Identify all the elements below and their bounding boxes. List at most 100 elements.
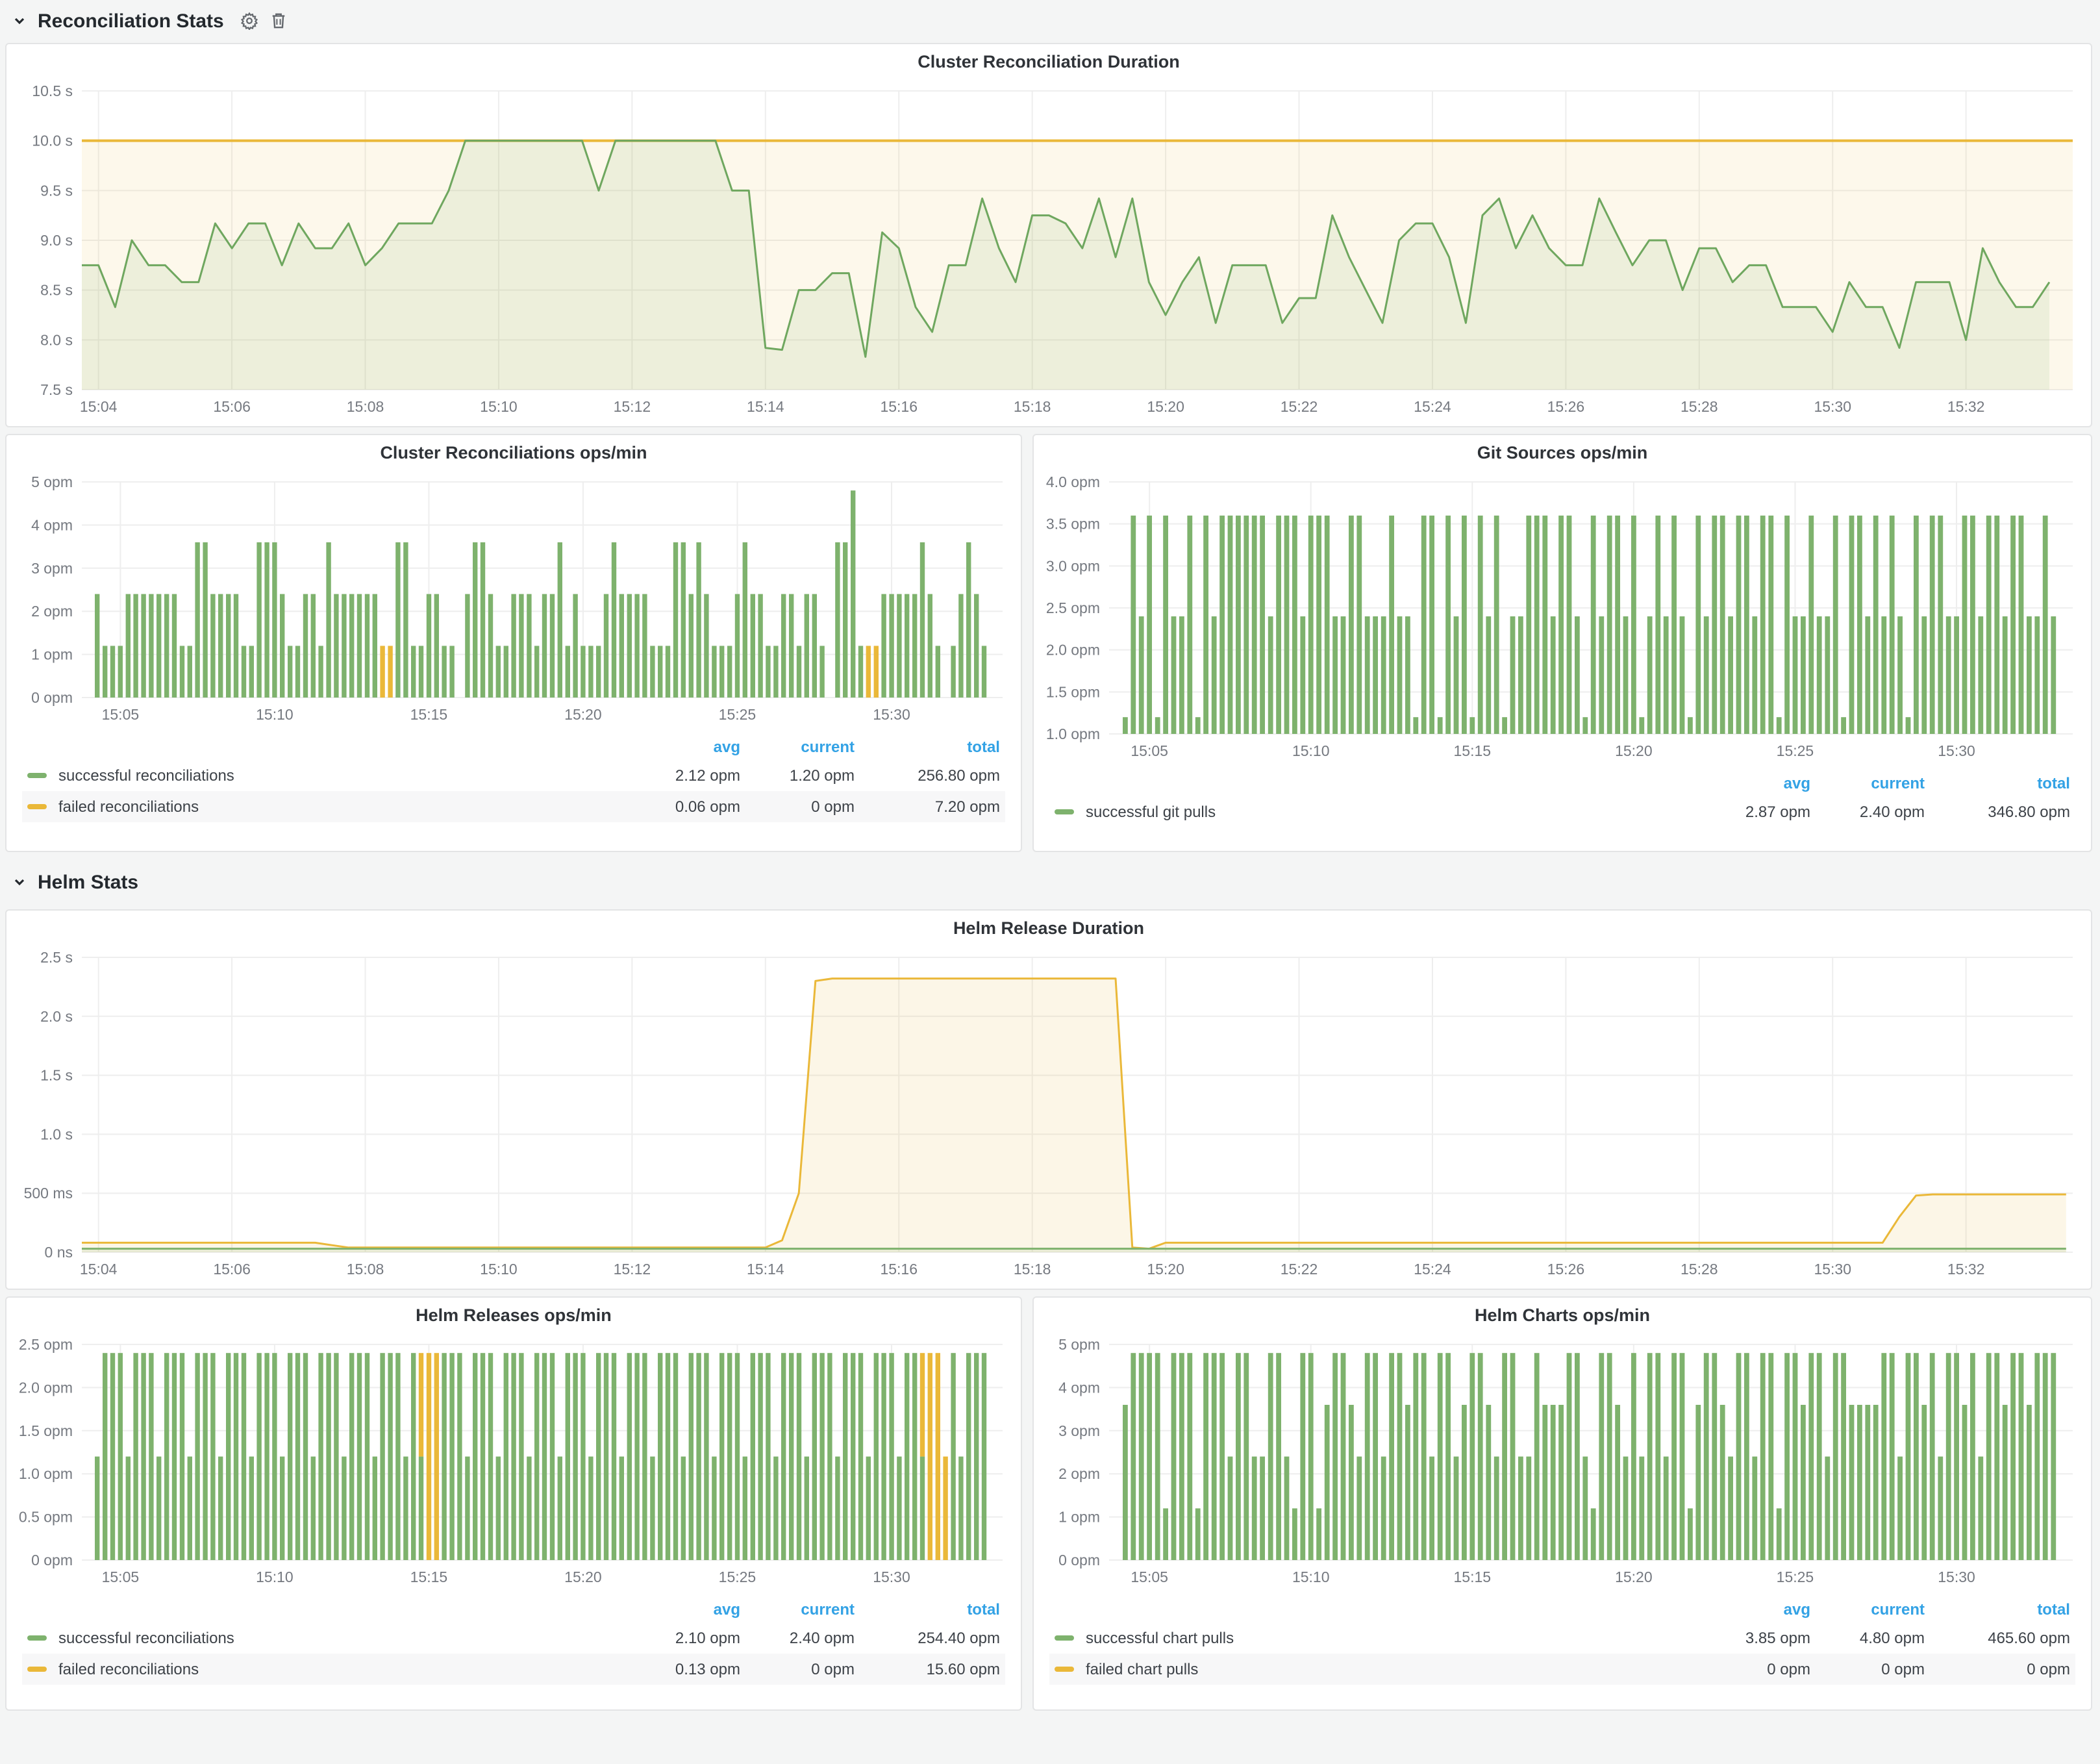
section-header-helm-stats: Helm Stats [13,863,138,901]
line-chart-cluster-reconciliation-duration[interactable]: 7.5 s 8.0 s 8.5 s 9.0 s 9.5 s 10.0 s 10.5 s 15:… [12,78,2086,421]
legend-row: successful chart pulls 3.85 opm 4.80 opm 46… [1049,1622,2075,1654]
section-title[interactable]: Helm Stats [38,871,139,893]
legend-header-row: avg current total [22,734,1005,760]
legend-swatch-icon [27,1667,47,1672]
svg-text:15:20: 15:20 [564,706,602,723]
legend-sort-total[interactable]: total [967,738,1000,756]
legend-label[interactable]: successful reconciliations [58,1629,234,1647]
bar-chart-cluster-reconciliations[interactable]: 0 opm 1 opm 2 opm 3 opm 4 opm 5 opm 15:05 15:10… [12,469,1016,729]
legend-sort-avg[interactable]: avg [713,738,740,756]
legend-sort-current[interactable]: current [1871,1600,1925,1619]
panel-title[interactable]: Helm Releases ops/min [416,1305,612,1325]
svg-text:15:25: 15:25 [719,706,756,723]
legend-sort-current[interactable]: current [801,1600,855,1619]
svg-text:15:10: 15:10 [256,1569,294,1585]
legend-sort-avg[interactable]: avg [1783,774,1810,792]
legend-sort-current[interactable]: current [1871,774,1925,792]
svg-text:15:16: 15:16 [880,1261,918,1278]
svg-text:0 opm: 0 opm [1058,1552,1100,1569]
line-chart-helm-release-duration[interactable]: 0 ns 500 ms 1.0 s 1.5 s 2.0 s 2.5 s 15:04 15:06… [12,944,2086,1283]
panel-title[interactable]: Helm Release Duration [953,918,1145,938]
legend-header-row: avg current total [1049,770,2075,796]
legend-value: 0.06 opm [675,798,740,816]
bar-chart-helm-releases[interactable]: 0 opm 0.5 opm 1.0 opm 1.5 opm 2.0 opm 2.5 opm… [12,1331,1016,1591]
panel-helm-charts-opm: Helm Charts ops/min 0 opm 1 opm 2 opm 3 opm… [1032,1296,2092,1711]
svg-text:15:26: 15:26 [1547,1261,1585,1278]
trash-icon[interactable] [271,12,288,30]
svg-text:8.0 s: 8.0 s [40,331,73,348]
legend-sort-avg[interactable]: avg [1783,1600,1810,1619]
panel-cluster-reconciliations-opm: Cluster Reconciliations ops/min 0 opm 1 o… [5,434,1022,852]
svg-text:15:32: 15:32 [1947,1261,1985,1278]
legend-value: 2.40 opm [1859,803,1925,821]
svg-text:15:10: 15:10 [1292,1569,1330,1585]
chevron-down-icon[interactable] [13,876,26,888]
legend-label[interactable]: failed reconciliations [58,1660,199,1678]
panel-title[interactable]: Cluster Reconciliation Duration [918,52,1180,71]
svg-text:4 opm: 4 opm [31,516,73,533]
svg-text:15:04: 15:04 [80,398,118,415]
svg-text:15:20: 15:20 [1147,1261,1184,1278]
svg-text:7.5 s: 7.5 s [40,381,73,398]
svg-text:4 opm: 4 opm [1058,1379,1100,1396]
svg-text:15:25: 15:25 [719,1569,756,1585]
legend-sort-total[interactable]: total [2037,1600,2070,1619]
panel-title[interactable]: Helm Charts ops/min [1474,1305,1651,1325]
svg-text:15:28: 15:28 [1681,398,1718,415]
legend-label[interactable]: successful reconciliations [58,766,234,785]
svg-text:3.0 opm: 3.0 opm [1046,557,1100,574]
svg-text:0 opm: 0 opm [31,689,73,706]
svg-text:15:30: 15:30 [1814,1261,1851,1278]
legend-sort-avg[interactable]: avg [713,1600,740,1619]
legend-row: successful reconciliations 2.10 opm 2.40 o… [22,1622,1005,1654]
svg-text:15:10: 15:10 [480,1261,518,1278]
svg-text:15:15: 15:15 [1454,742,1492,759]
svg-text:15:30: 15:30 [1814,398,1851,415]
svg-text:15:15: 15:15 [410,1569,448,1585]
legend-label[interactable]: failed reconciliations [58,798,199,816]
legend-value: 346.80 opm [1988,803,2070,821]
legend-swatch-icon [1055,1667,1074,1672]
svg-text:15:08: 15:08 [347,398,384,415]
svg-text:15:10: 15:10 [256,706,294,723]
legend-label[interactable]: failed chart pulls [1086,1660,1199,1678]
legend-sort-total[interactable]: total [967,1600,1000,1619]
legend-value: 7.20 opm [934,798,1000,816]
gear-icon[interactable] [241,12,259,30]
panel-title[interactable]: Cluster Reconciliations ops/min [380,443,647,462]
svg-text:1.0 opm: 1.0 opm [1046,725,1100,742]
svg-text:15:06: 15:06 [213,1261,251,1278]
section-title[interactable]: Reconciliation Stats [38,10,224,32]
legend-swatch-icon [1055,1635,1074,1641]
bar-chart-helm-charts[interactable]: 0 opm 1 opm 2 opm 3 opm 4 opm 5 opm 15:05 15:10… [1039,1331,2086,1591]
panel-title[interactable]: Git Sources ops/min [1477,443,1648,462]
svg-text:500 ms: 500 ms [24,1185,73,1202]
svg-text:0.5 opm: 0.5 opm [19,1509,73,1526]
svg-text:15:14: 15:14 [747,398,784,415]
svg-text:15:05: 15:05 [102,706,140,723]
bar-chart-git-sources[interactable]: 1.0 opm 1.5 opm 2.0 opm 2.5 opm 3.0 opm 3.5 o… [1039,469,2086,765]
legend-value: 0.13 opm [675,1660,740,1678]
legend-sort-total[interactable]: total [2037,774,2070,792]
legend-swatch-icon [27,1635,47,1641]
legend-sort-current[interactable]: current [801,738,855,756]
svg-text:15:25: 15:25 [1777,742,1814,759]
chevron-down-icon[interactable] [13,14,26,27]
legend-value: 4.80 opm [1859,1629,1925,1647]
svg-text:15:24: 15:24 [1414,398,1451,415]
legend-git-sources: avg current total successful git pulls 2.87 … [1049,770,2075,827]
svg-text:1.5 s: 1.5 s [40,1067,73,1084]
legend-label[interactable]: successful chart pulls [1086,1629,1234,1647]
svg-text:4.0 opm: 4.0 opm [1046,473,1100,490]
legend-value: 3.85 opm [1745,1629,1810,1647]
legend-value: 0 opm [811,1660,855,1678]
svg-text:5 opm: 5 opm [31,473,73,490]
legend-header-row: avg current total [22,1596,1005,1622]
panel-git-sources-opm: Git Sources ops/min 1.0 opm 1.5 opm 2.0 op… [1032,434,2092,852]
legend-row: failed reconciliations 0.06 opm 0 opm 7.20 … [22,791,1005,822]
legend-value: 0 opm [2027,1660,2070,1678]
legend-value: 2.10 opm [675,1629,740,1647]
legend-label[interactable]: successful git pulls [1086,803,1216,821]
svg-text:15:12: 15:12 [614,1261,651,1278]
